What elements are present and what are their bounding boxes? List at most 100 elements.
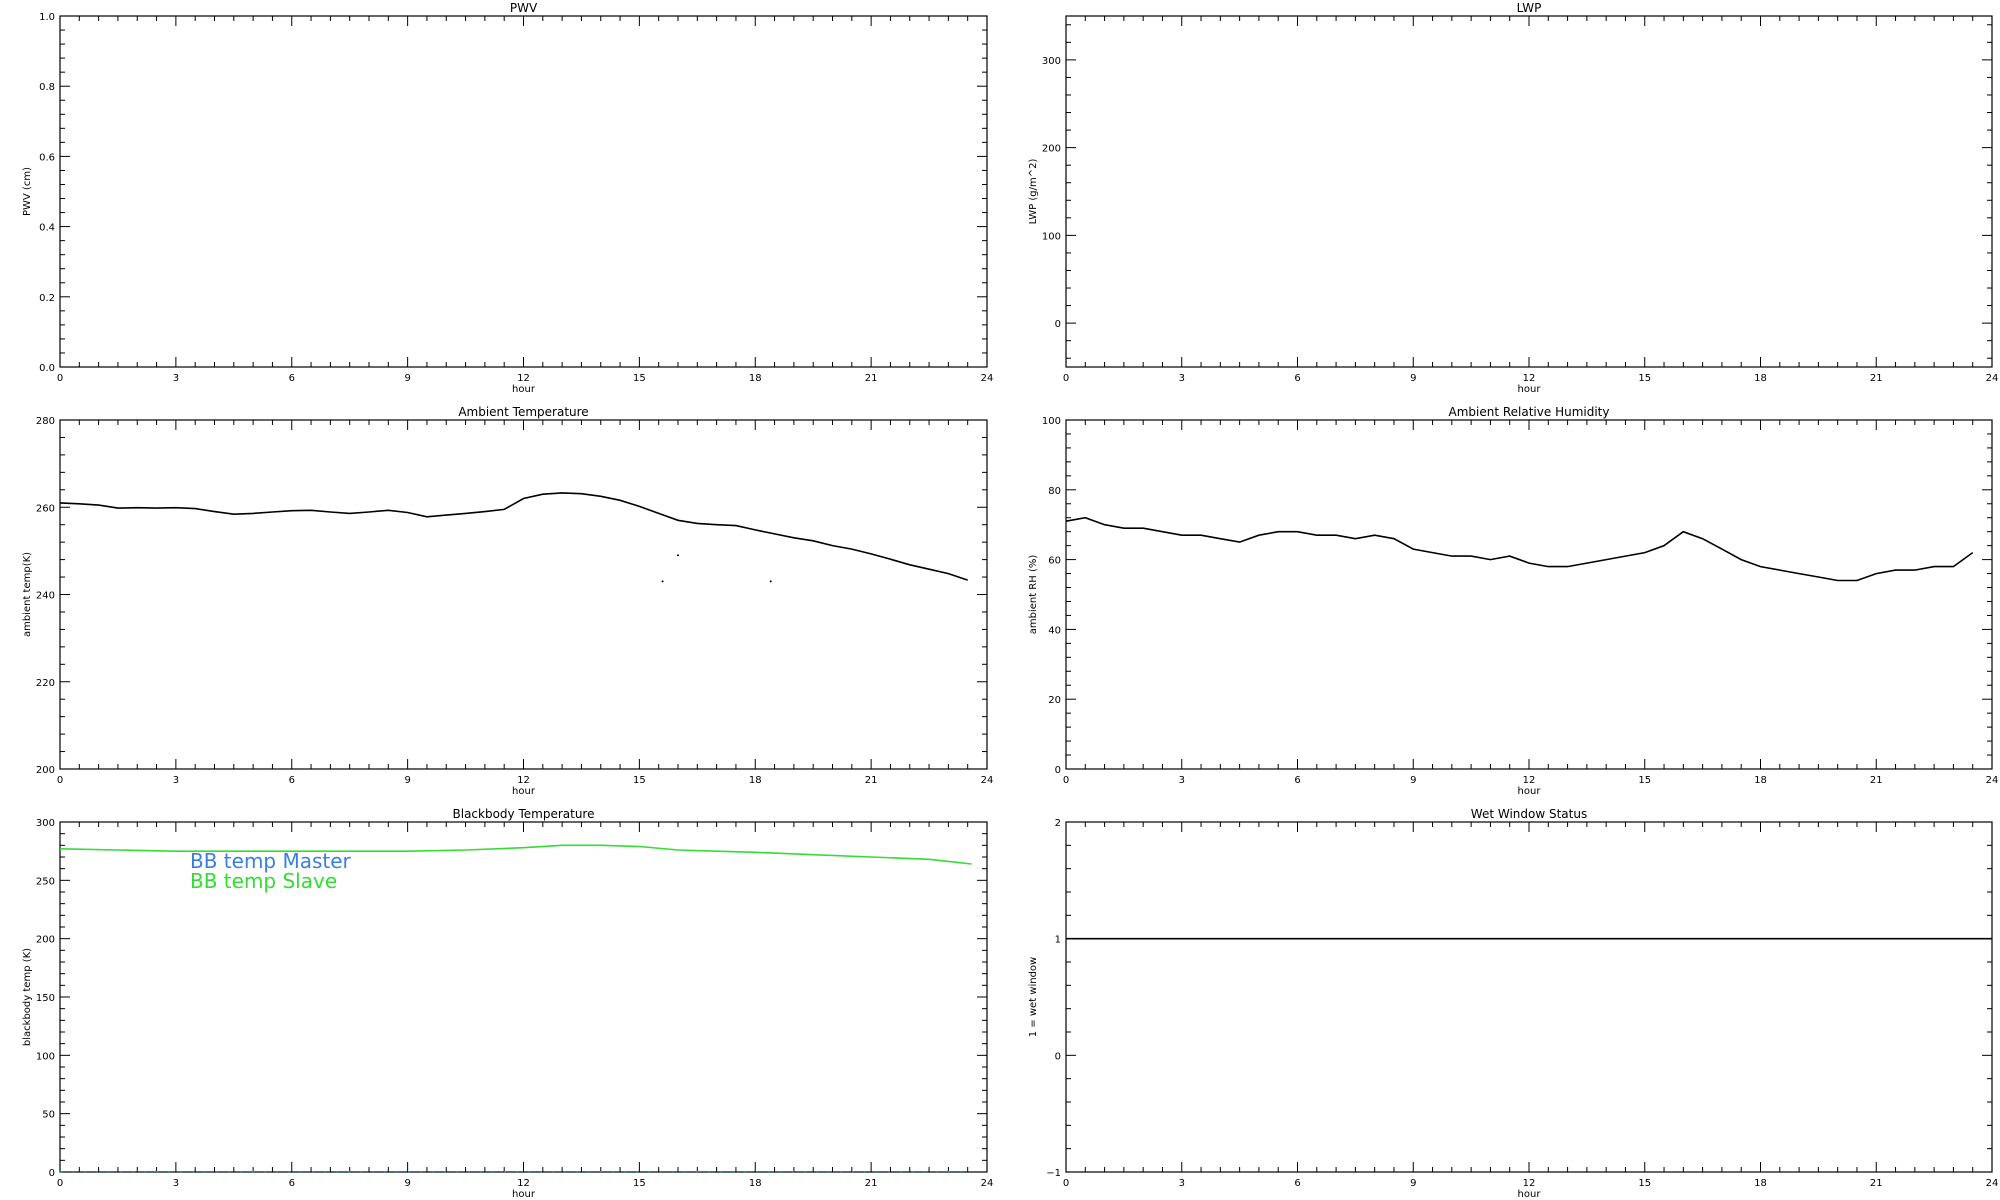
y-axis-label: PWV (cm) — [22, 167, 33, 216]
x-tick-label: 15 — [633, 373, 646, 384]
x-tick-label: 24 — [1986, 775, 1999, 786]
x-tick-label: 24 — [981, 373, 994, 384]
x-tick-label: 12 — [517, 775, 530, 786]
y-axis-label: LWP (g/m^2) — [1028, 159, 1039, 225]
plot-frame — [59, 419, 988, 770]
y-tick-label: 100 — [1042, 416, 1061, 427]
panel-title: Ambient Relative Humidity — [1449, 405, 1610, 419]
x-axis-label: hour — [512, 786, 536, 797]
series-line-0 — [1065, 516, 1974, 582]
y-axis-label: ambient RH (%) — [1028, 555, 1039, 635]
x-tick-label: 12 — [517, 373, 530, 384]
x-tick-label: 18 — [1754, 1178, 1767, 1189]
x-tick-label: 3 — [1179, 373, 1185, 384]
x-tick-label: 18 — [749, 775, 762, 786]
x-tick-label: 15 — [1638, 775, 1651, 786]
y-tick-label: 250 — [36, 876, 55, 887]
panel-ambient-rh: Ambient Relative Humidity 0 3 6 9 12 15 18 21 24 h… — [1028, 405, 1998, 797]
x-tick-label: 15 — [633, 1178, 646, 1189]
y-axis-label: 1 = wet window — [1028, 957, 1039, 1037]
x-tick-label: 3 — [1179, 1178, 1185, 1189]
x-tick-label: 3 — [173, 373, 179, 384]
x-tick-label: 15 — [633, 775, 646, 786]
x-tick-label: 12 — [1523, 775, 1536, 786]
y-tick-label: 0.4 — [39, 223, 55, 234]
y-tick-label: −1 — [1046, 1168, 1061, 1179]
y-tick-label: 20 — [1048, 695, 1061, 706]
y-axis-label: blackbody temp (K) — [22, 948, 33, 1046]
x-tick-label: 12 — [1523, 373, 1536, 384]
y-tick-label: 0 — [1055, 765, 1061, 776]
y-tick-label: 200 — [1042, 144, 1061, 155]
x-tick-label: 9 — [1410, 1178, 1416, 1189]
x-tick-label: 0 — [1063, 775, 1069, 786]
y-tick-label: 200 — [36, 765, 55, 776]
x-tick-label: 6 — [289, 775, 295, 786]
panel-title: Blackbody Temperature — [453, 807, 595, 821]
x-tick-label: 3 — [1179, 775, 1185, 786]
x-tick-label: 21 — [865, 373, 878, 384]
outlier-point — [769, 580, 772, 583]
x-tick-label: 9 — [1410, 373, 1416, 384]
x-tick-label: 18 — [749, 1178, 762, 1189]
y-tick-label: 0 — [1055, 319, 1061, 330]
y-tick-label: 240 — [36, 591, 55, 602]
y-tick-label: 300 — [1042, 56, 1061, 67]
x-axis-label: hour — [512, 384, 536, 395]
plot-frame — [1065, 419, 1993, 770]
x-tick-label: 0 — [57, 775, 63, 786]
x-axis-label: hour — [1518, 786, 1542, 797]
x-tick-label: 6 — [1294, 775, 1300, 786]
x-tick-label: 6 — [1294, 373, 1300, 384]
x-tick-label: 6 — [289, 1178, 295, 1189]
y-tick-label: 0.6 — [39, 152, 55, 163]
panel-title: Wet Window Status — [1471, 807, 1587, 821]
x-tick-label: 21 — [865, 775, 878, 786]
panel-blackbody-temp: Blackbody Temperature 0 3 6 9 12 15 18 21 24 hour 0… — [22, 807, 993, 1200]
x-tick-label: 9 — [1410, 775, 1416, 786]
x-tick-label: 15 — [1638, 373, 1651, 384]
x-tick-label: 24 — [981, 775, 994, 786]
legend-entry: BB temp Slave — [190, 869, 337, 893]
x-tick-label: 15 — [1638, 1178, 1651, 1189]
outlier-point — [677, 554, 679, 557]
y-tick-label: 220 — [36, 678, 55, 689]
x-axis-label: hour — [1518, 384, 1542, 395]
x-tick-label: 0 — [57, 373, 63, 384]
x-tick-label: 0 — [57, 1178, 63, 1189]
x-tick-label: 18 — [1754, 775, 1767, 786]
panel-pwv: PWV 0 3 6 9 12 15 18 21 24 hour 0.0 0.2 0.4 0.6 0.8 1.0 P… — [22, 1, 993, 395]
x-tick-label: 6 — [289, 373, 295, 384]
series-line-bb-temp-slave — [59, 844, 972, 865]
y-tick-label: 1.0 — [39, 12, 55, 23]
y-tick-label: 60 — [1048, 556, 1061, 567]
x-tick-label: 0 — [1063, 1178, 1069, 1189]
x-tick-label: 24 — [981, 1178, 994, 1189]
plot-frame — [1065, 821, 1993, 1173]
y-tick-label: 40 — [1048, 625, 1061, 636]
x-tick-label: 21 — [865, 1178, 878, 1189]
x-tick-label: 21 — [1870, 1178, 1883, 1189]
y-tick-label: 200 — [36, 935, 55, 946]
legend-entry: BB temp Master — [190, 849, 352, 873]
x-tick-label: 21 — [1870, 373, 1883, 384]
series-line-0 — [59, 492, 968, 581]
x-tick-label: 3 — [173, 775, 179, 786]
plot-frame — [59, 15, 988, 368]
y-tick-label: 0.2 — [39, 293, 55, 304]
y-tick-label: 2 — [1055, 818, 1061, 829]
x-tick-label: 12 — [1523, 1178, 1536, 1189]
x-tick-label: 12 — [517, 1178, 530, 1189]
y-tick-label: 0 — [49, 1168, 55, 1179]
outlier-point — [661, 580, 664, 583]
y-tick-label: 100 — [36, 1051, 55, 1062]
x-tick-label: 0 — [1063, 373, 1069, 384]
panel-title: Ambient Temperature — [458, 405, 588, 419]
x-axis-label: hour — [1518, 1189, 1542, 1200]
y-tick-label: 80 — [1048, 486, 1061, 497]
x-tick-label: 9 — [404, 373, 410, 384]
panel-title: LWP — [1517, 1, 1542, 15]
y-tick-label: 260 — [36, 503, 55, 514]
